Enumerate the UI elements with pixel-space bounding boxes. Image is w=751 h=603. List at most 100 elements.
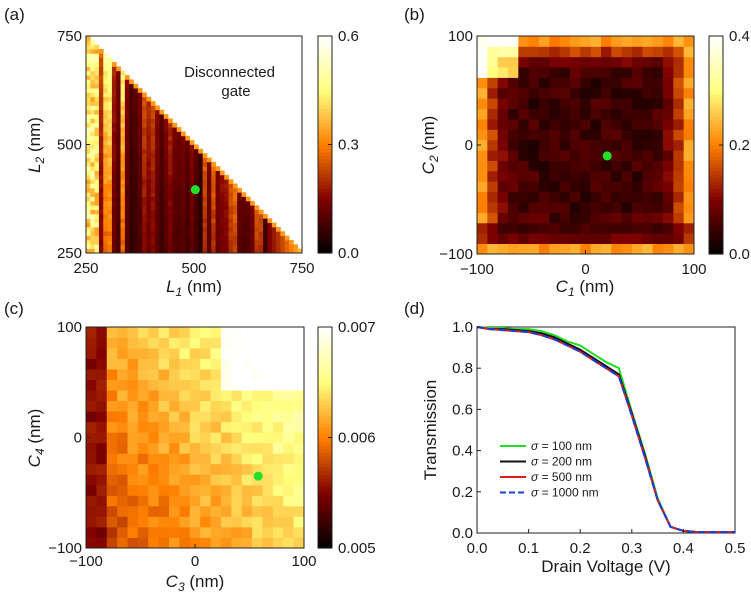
heatmap-cell-c bbox=[262, 526, 274, 538]
x-tick-label-d: 0.4 bbox=[673, 540, 694, 557]
y-axis-label-c: C4 (nm) bbox=[25, 409, 47, 468]
heatmap-cell-a bbox=[155, 161, 160, 167]
heatmap-cell-c bbox=[117, 495, 128, 507]
heatmap-cell-c bbox=[210, 484, 222, 496]
heatmap-cell-b bbox=[539, 129, 550, 141]
heatmap-cell-b bbox=[528, 77, 540, 89]
legend-entry-4: σ = 1000 nm bbox=[531, 486, 599, 500]
heatmap-cell-c bbox=[158, 526, 170, 538]
heatmap-cell-c bbox=[86, 463, 97, 475]
heatmap-cell-b bbox=[621, 139, 633, 151]
heatmap-cell-c bbox=[200, 537, 211, 549]
heatmap-cell-a bbox=[120, 161, 126, 167]
heatmap-cell-a bbox=[181, 235, 186, 241]
heatmap-cell-a bbox=[90, 187, 96, 193]
heatmap-cell-a bbox=[215, 174, 221, 180]
heatmap-cell-c bbox=[189, 505, 201, 517]
heatmap-cell-b bbox=[528, 56, 540, 68]
heatmap-cell-b bbox=[518, 67, 530, 78]
heatmap-cell-c bbox=[148, 411, 160, 423]
heatmap-cell-a bbox=[237, 226, 242, 232]
heatmap-cell-c bbox=[210, 327, 222, 338]
heatmap-cell-b bbox=[652, 233, 664, 245]
heatmap-cell-a bbox=[142, 144, 147, 150]
heatmap-cell-b bbox=[580, 181, 592, 193]
heatmap-cell-a bbox=[176, 239, 182, 245]
heatmap-cell-a bbox=[94, 114, 100, 119]
colorbar-b: 0.00.20.4 bbox=[708, 28, 750, 263]
heatmap-cell-a bbox=[133, 101, 139, 106]
heatmap-cell-c bbox=[293, 537, 305, 549]
x-tick-label-b: 0 bbox=[581, 261, 589, 278]
x-tick-label-a: 500 bbox=[181, 260, 206, 277]
heatmap-cell-a bbox=[124, 88, 130, 93]
heatmap-cell-a bbox=[129, 105, 134, 111]
heatmap-cell-b bbox=[497, 243, 509, 255]
heatmap-cell-c bbox=[117, 526, 128, 538]
heatmap-cell-c bbox=[148, 327, 160, 338]
legend-sigma-symbol: σ bbox=[531, 455, 539, 469]
heatmap-cell-c bbox=[86, 537, 97, 549]
heatmap-cell-a bbox=[146, 166, 152, 171]
heatmap-cell-a bbox=[228, 196, 234, 202]
colorbar-segment-a bbox=[318, 180, 332, 185]
heatmap-cell-b bbox=[621, 243, 633, 255]
legend-entry-1: σ = 100 nm bbox=[531, 439, 592, 453]
heatmap-cell-a bbox=[202, 196, 208, 202]
heatmap-cell-a bbox=[133, 239, 139, 245]
colorbar-segment-b bbox=[709, 79, 723, 84]
heatmap-cell-c bbox=[117, 411, 128, 423]
heatmap-cell-a bbox=[271, 248, 277, 254]
heatmap-cell-a bbox=[94, 170, 100, 176]
heatmap-cell-c bbox=[283, 379, 295, 391]
heatmap-cell-a bbox=[241, 213, 247, 219]
heatmap-cell-a bbox=[146, 96, 152, 102]
heatmap-cell-a bbox=[94, 79, 100, 85]
colorbar-segment-b bbox=[709, 210, 723, 215]
heatmap-cell-a bbox=[194, 148, 199, 154]
heatmap-cell-a bbox=[172, 196, 178, 202]
heatmap-cell-c bbox=[179, 463, 191, 475]
y-label-main-a: L bbox=[25, 163, 44, 172]
heatmap-cell-b bbox=[632, 222, 643, 234]
heatmap-cell-a bbox=[98, 144, 104, 150]
series-line-1 bbox=[476, 326, 735, 533]
heatmap-cell-b bbox=[487, 170, 499, 182]
heatmap-cell-a bbox=[129, 174, 134, 180]
heatmap-cell-a bbox=[181, 248, 186, 254]
heatmap-cell-a bbox=[142, 244, 147, 250]
heatmap-cell-a bbox=[189, 200, 195, 206]
heatmap-cell-a bbox=[98, 79, 104, 85]
heatmap-cell-c bbox=[148, 537, 160, 549]
heatmap-cell-a bbox=[124, 92, 130, 98]
heatmap-cell-a bbox=[142, 209, 147, 215]
heatmap-cell-a bbox=[155, 140, 160, 145]
heatmap-cell-b bbox=[590, 222, 602, 234]
heatmap-cell-b bbox=[518, 129, 530, 141]
heatmap-cell-a bbox=[198, 222, 204, 228]
heatmap-cell-b bbox=[683, 139, 695, 151]
heatmap-cell-c bbox=[283, 337, 295, 349]
heatmap-cell-a bbox=[129, 248, 134, 254]
heatmap-cell-a bbox=[94, 196, 100, 202]
colorbar-segment-b bbox=[709, 61, 723, 66]
heatmap-cell-a bbox=[142, 127, 147, 132]
heatmap-cell-a bbox=[103, 70, 108, 76]
heatmap-cell-b bbox=[549, 181, 561, 193]
heatmap-cell-b bbox=[673, 233, 685, 245]
heatmap-cell-b bbox=[673, 243, 685, 255]
heatmap-cell-a bbox=[185, 166, 191, 171]
heatmap-cell-a bbox=[263, 244, 268, 250]
y-label-sub-c: 4 bbox=[33, 448, 47, 455]
heatmap-cell-b bbox=[632, 160, 643, 172]
heatmap-cell-a bbox=[98, 174, 104, 180]
heatmap-cell-a bbox=[172, 226, 178, 232]
heatmap-cell-a bbox=[211, 161, 216, 167]
heatmap-cell-c bbox=[137, 537, 149, 549]
heatmap-cell-c bbox=[137, 358, 149, 370]
heatmap-cell-b bbox=[632, 67, 643, 78]
heatmap-cell-c bbox=[127, 432, 139, 444]
heatmap-cell-a bbox=[146, 179, 152, 184]
heatmap-cell-a bbox=[90, 53, 96, 59]
heatmap-cell-c bbox=[283, 526, 295, 538]
